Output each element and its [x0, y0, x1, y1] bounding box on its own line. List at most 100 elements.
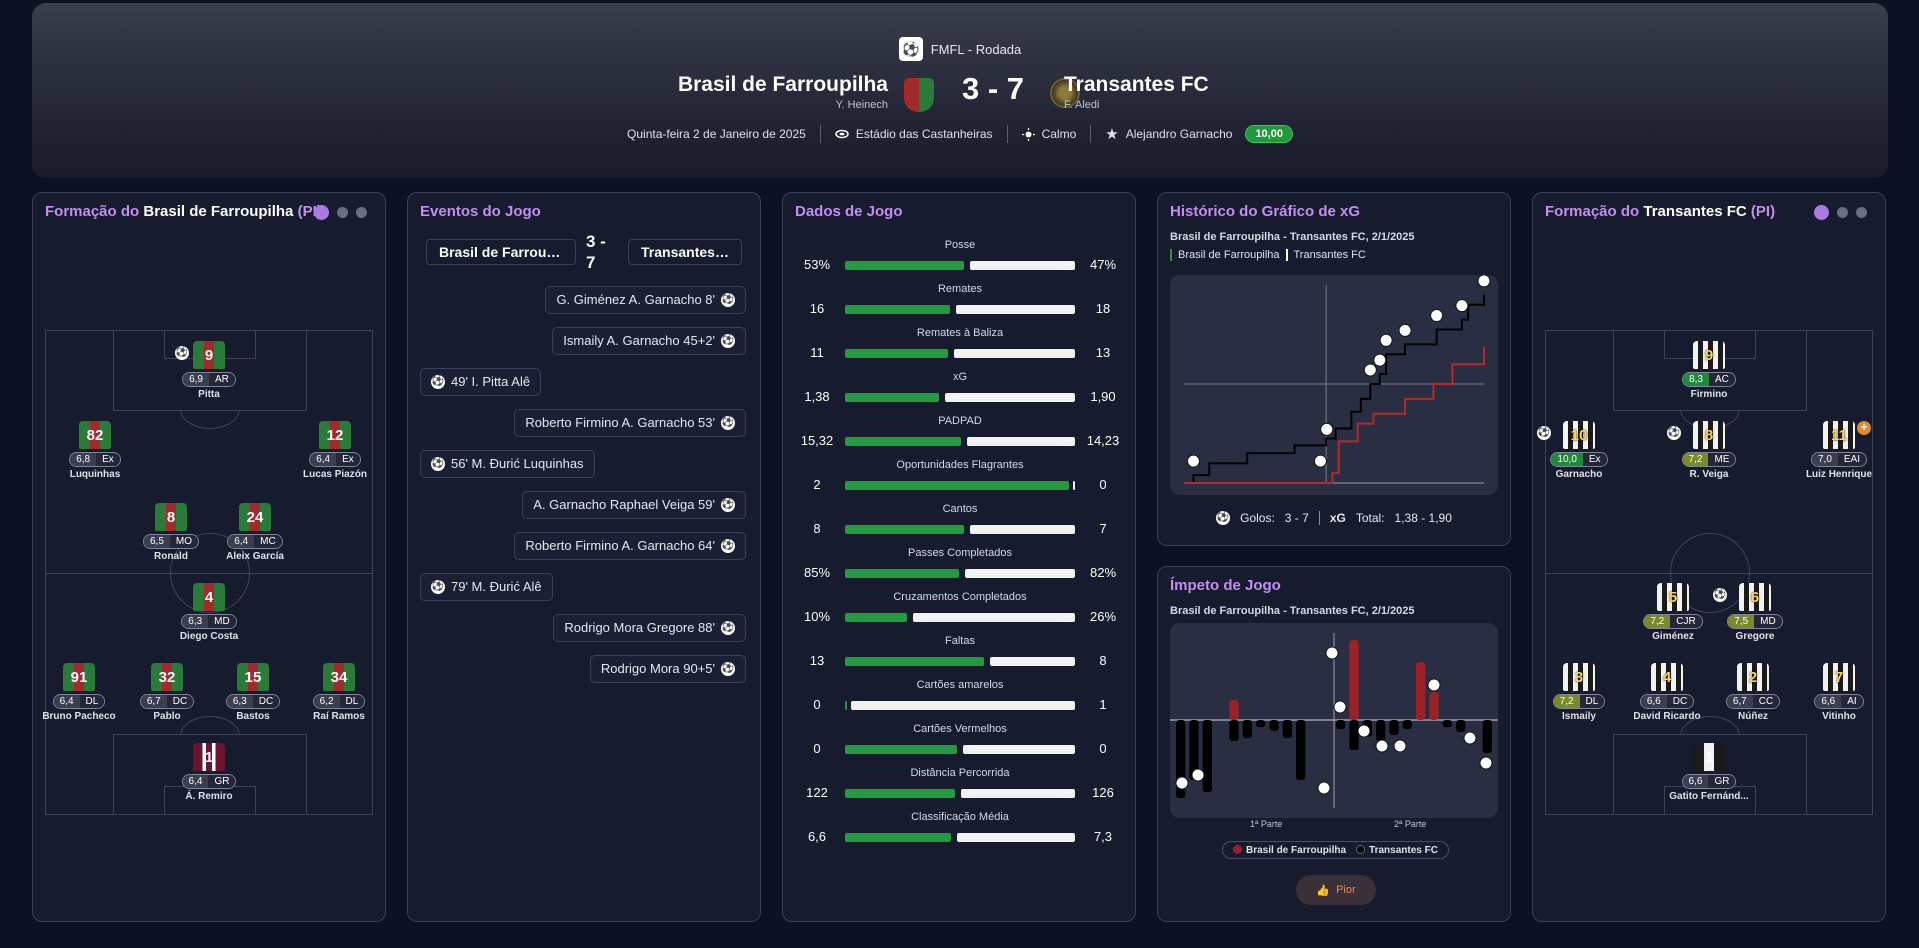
player-position: DC: [166, 695, 194, 708]
away-player[interactable]: 8 7,2 ME R. Veiga ⚽: [1659, 421, 1759, 480]
player-of-match[interactable]: ★ Alejandro Garnacho 10,00: [1105, 125, 1293, 143]
momentum-bar-away: [1402, 720, 1412, 729]
player-rating: 8,3: [1683, 373, 1709, 386]
momentum-panel: Ímpeto de Jogo Brasil de Farroupilha - T…: [1157, 566, 1511, 922]
player-rating: 10,0: [1551, 453, 1583, 466]
home-player[interactable]: 24 6,4 MC Aleix García: [205, 503, 305, 562]
goal-ball-icon: [1430, 309, 1444, 323]
weather: Calmo: [1021, 127, 1076, 141]
player-name: Raí Ramos: [313, 711, 365, 722]
player-position: AI: [1841, 695, 1863, 708]
match-event[interactable]: ⚽ 79' M. Đurić Alê: [420, 573, 553, 601]
xg-line-home: [1184, 346, 1485, 484]
momentum-bar-away: [1229, 720, 1239, 741]
match-event[interactable]: A. Garnacho Raphael Veiga 59' ⚽: [522, 491, 746, 519]
home-team-name[interactable]: Brasil de Farroupilha: [677, 73, 888, 96]
rating-pill: 7,2 CJR: [1643, 614, 1703, 629]
home-player[interactable]: 4 6,3 MD Diego Costa: [159, 583, 259, 642]
home-team[interactable]: Brasil de Farroupilha Y. Heinech: [678, 73, 888, 111]
stat-home-bar: [845, 261, 964, 270]
ball-icon: ⚽: [431, 375, 445, 389]
rating-pill: 6,6 GR: [1681, 774, 1737, 789]
match-event[interactable]: Ismaily A. Garnacho 45+2' ⚽: [552, 327, 746, 355]
away-player[interactable]: 1 6,6 GR Gatito Fernánd...: [1659, 743, 1759, 802]
match-event[interactable]: Roberto Firmino A. Garnacho 53' ⚽: [514, 409, 746, 437]
stat-home-value: 15,32: [800, 433, 834, 448]
match-event[interactable]: Rodrigo Mora 90+5' ⚽: [589, 655, 746, 683]
away-player[interactable]: 7 6,6 AI Vitinho: [1789, 663, 1889, 722]
event-text: 49' I. Pitta Alê: [451, 374, 531, 389]
home-player[interactable]: 8 6,5 MO Ronald: [121, 503, 221, 562]
shirt-number: 5: [1668, 588, 1678, 606]
event-text: Rodrigo Mora 90+5': [600, 661, 715, 676]
momentum-legend-away[interactable]: Transantes FC: [1356, 844, 1438, 856]
match-event[interactable]: ⚽ 56' M. Đurić Luquinhas: [420, 450, 595, 478]
player-rating: 6,4: [53, 695, 80, 708]
pager-dot-2[interactable]: [1837, 207, 1848, 218]
pager-dot-3[interactable]: [1856, 207, 1867, 218]
home-player[interactable]: 82 6,8 Ex Luquinhas: [45, 421, 145, 480]
home-crest-icon[interactable]: [904, 78, 934, 112]
rating-pill: 6,4 MC: [227, 534, 283, 549]
stat-label: Remates: [937, 283, 983, 295]
away-player[interactable]: 2 6,7 CC Núñez: [1703, 663, 1803, 722]
ball-icon: ⚽: [431, 457, 445, 471]
match-event[interactable]: G. Giménez A. Garnacho 8' ⚽: [545, 286, 746, 314]
momentum-bar-away: [1282, 720, 1292, 738]
pager-dot-3[interactable]: [356, 207, 367, 218]
stat-row: Posse 53% 47%: [783, 239, 1137, 283]
player-rating: 6,7: [140, 695, 167, 708]
second-half-label: 2ª Parte: [1394, 819, 1427, 829]
stats-title: Dados de Jogo: [795, 203, 903, 220]
mvp-name[interactable]: Alejandro Garnacho: [1125, 127, 1233, 141]
shirt-icon: 34: [323, 663, 355, 691]
shirt-icon: 1: [193, 743, 225, 771]
worst-button[interactable]: 👍 Pior: [1296, 875, 1376, 905]
stat-home-bar: [845, 349, 948, 358]
away-team-name[interactable]: Transantes FC: [1064, 73, 1209, 96]
momentum-legend-home[interactable]: Brasil de Farroupilha: [1233, 844, 1346, 856]
home-player[interactable]: 32 6,7 DC Pablo: [117, 663, 217, 722]
home-formation-title: Formação do Brasil de Farroupilha (PI): [45, 203, 322, 220]
away-team[interactable]: Transantes FC F. Aledi: [1064, 73, 1209, 111]
events-home-team[interactable]: Brasil de Farroupil...: [426, 239, 576, 265]
pager-dot-1[interactable]: [314, 205, 329, 220]
xg-legend-home[interactable]: Brasil de Farroupilha: [1170, 249, 1280, 261]
home-player[interactable]: 1 6,4 GR Á. Remiro: [159, 743, 259, 802]
stat-home-bar: [845, 525, 965, 534]
stat-home-value: 10%: [803, 609, 831, 624]
player-name: David Ricardo: [1633, 711, 1701, 722]
stat-label: xG: [952, 371, 968, 383]
away-crest-icon[interactable]: [1050, 78, 1080, 108]
player-position: Ex: [96, 453, 120, 466]
home-player[interactable]: 34 6,2 DL Raí Ramos: [289, 663, 389, 722]
match-event[interactable]: Rodrigo Mora Gregore 88' ⚽: [553, 614, 746, 642]
pager-dot-1[interactable]: [1814, 205, 1829, 220]
player-position: GR: [1708, 775, 1736, 788]
shirt-icon: 8: [1693, 421, 1725, 449]
stat-home-value: 16: [809, 301, 825, 316]
away-player[interactable]: 11 7,0 EAI Luiz Henrique +: [1789, 421, 1889, 481]
rating-pill: 6,9 AR: [182, 372, 236, 387]
stat-away-bar: [851, 701, 1075, 710]
player-rating: 7,2: [1553, 695, 1580, 708]
home-player[interactable]: 91 6,4 DL Bruno Pacheco: [29, 663, 129, 722]
stats-panel: Dados de Jogo Posse 53% 47% Remates 16 18…: [782, 192, 1136, 922]
ball-icon: ⚽: [721, 293, 735, 307]
match-event[interactable]: ⚽ 49' I. Pitta Alê: [420, 368, 542, 396]
away-player[interactable]: 10 10,0 Ex Garnacho ⚽: [1529, 421, 1629, 480]
away-player[interactable]: 4 6,6 DC David Ricardo: [1617, 663, 1717, 722]
events-away-team[interactable]: Transantes ...: [628, 239, 742, 265]
shirt-number: 24: [246, 508, 264, 526]
xg-legend-away[interactable]: Transantes FC: [1285, 249, 1366, 261]
away-player[interactable]: 5 7,2 CJR Giménez: [1623, 583, 1723, 642]
away-player[interactable]: 3 7,2 DL Ismaily: [1529, 663, 1629, 722]
home-player[interactable]: 12 6,4 Ex Lucas Piazón: [285, 421, 385, 480]
competition-name[interactable]: FMFL - Rodada: [930, 41, 1022, 57]
away-player[interactable]: 9 8,3 AC Firmino: [1659, 341, 1759, 400]
home-player[interactable]: 15 6,3 DC Bastos: [203, 663, 303, 722]
pager-dot-2[interactable]: [337, 207, 348, 218]
match-event[interactable]: Roberto Firmino A. Garnacho 64' ⚽: [514, 532, 746, 560]
home-player[interactable]: 9 6,9 AR Pitta ⚽: [159, 341, 259, 400]
away-player[interactable]: 6 7,5 MD Gregore ⚽: [1705, 583, 1805, 642]
